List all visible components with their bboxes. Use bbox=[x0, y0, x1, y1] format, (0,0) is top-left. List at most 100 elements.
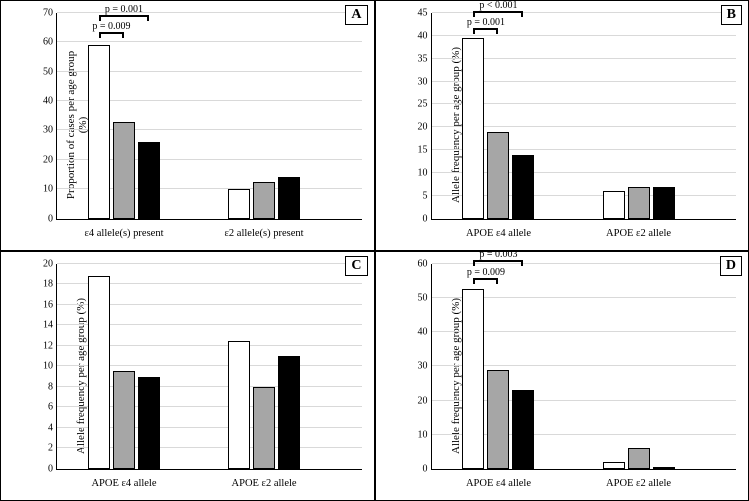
bar bbox=[88, 276, 110, 469]
bar bbox=[228, 189, 250, 218]
bar bbox=[253, 182, 275, 219]
bar bbox=[462, 289, 484, 469]
y-tick-label: 25 bbox=[404, 99, 428, 110]
y-tick-label: 20 bbox=[29, 154, 53, 165]
panel-c: CAllele frequency per age group (%)02468… bbox=[0, 251, 375, 501]
y-tick-label: 10 bbox=[404, 167, 428, 178]
y-tick-label: 20 bbox=[29, 258, 53, 269]
y-tick-label: 40 bbox=[404, 327, 428, 338]
y-tick-label: 60 bbox=[404, 258, 428, 269]
y-tick-label: 0 bbox=[404, 213, 428, 224]
significance-bracket bbox=[473, 260, 523, 266]
significance-label: p = 0.003 bbox=[479, 249, 517, 260]
bar-group bbox=[462, 264, 534, 470]
bar bbox=[462, 38, 484, 218]
significance-bracket bbox=[473, 11, 523, 17]
y-tick-label: 50 bbox=[404, 292, 428, 303]
panel-b: BAllele frequency per age group (%)05101… bbox=[375, 0, 749, 251]
plot-area: 0102030405060APOE ε4 alleleAPOE ε2 allel… bbox=[431, 264, 737, 471]
panel-label: C bbox=[345, 256, 367, 276]
plot-inner: 051015202530354045APOE ε4 alleleAPOE ε2 … bbox=[431, 13, 737, 220]
x-category-label: ε4 allele(s) present bbox=[84, 228, 163, 239]
bar bbox=[512, 155, 534, 219]
y-tick-label: 14 bbox=[29, 320, 53, 331]
x-category-label: APOE ε2 allele bbox=[606, 228, 671, 239]
bar bbox=[278, 177, 300, 218]
significance-label: p < 0.001 bbox=[479, 0, 517, 11]
y-tick-label: 18 bbox=[29, 279, 53, 290]
bar-group bbox=[88, 13, 160, 219]
significance-bracket bbox=[473, 28, 498, 34]
y-tick-label: 30 bbox=[404, 361, 428, 372]
y-tick-label: 20 bbox=[404, 395, 428, 406]
plot-area: 02468101214161820APOE ε4 alleleAPOE ε2 a… bbox=[56, 264, 362, 471]
plot-area: 051015202530354045APOE ε4 alleleAPOE ε2 … bbox=[431, 13, 737, 220]
bar-group bbox=[462, 13, 534, 219]
bar-group bbox=[88, 264, 160, 470]
panel-label: A bbox=[345, 5, 367, 25]
y-tick-label: 15 bbox=[404, 145, 428, 156]
x-category-label: APOE ε4 allele bbox=[91, 478, 156, 489]
plot-area: 010203040506070ε4 allele(s) presentε2 al… bbox=[56, 13, 362, 220]
y-tick-label: 10 bbox=[29, 184, 53, 195]
significance-label: p = 0.001 bbox=[467, 17, 505, 28]
y-tick-label: 30 bbox=[404, 76, 428, 87]
panel-a: AProportion of cases per age group (%)01… bbox=[0, 0, 375, 251]
y-tick-label: 0 bbox=[29, 464, 53, 475]
x-category-label: APOE ε2 allele bbox=[232, 478, 297, 489]
panel-d: DAllele frequency per age group (%)01020… bbox=[375, 251, 749, 501]
bar bbox=[628, 448, 650, 469]
significance-bracket bbox=[99, 15, 149, 21]
y-tick-label: 0 bbox=[404, 464, 428, 475]
figure-grid: AProportion of cases per age group (%)01… bbox=[0, 0, 749, 501]
x-category-label: ε2 allele(s) present bbox=[225, 228, 304, 239]
y-tick-label: 16 bbox=[29, 299, 53, 310]
y-tick-label: 60 bbox=[29, 37, 53, 48]
bar bbox=[487, 132, 509, 219]
panel-label: B bbox=[721, 5, 742, 25]
y-tick-label: 5 bbox=[404, 190, 428, 201]
y-tick-label: 12 bbox=[29, 340, 53, 351]
bar bbox=[138, 142, 160, 218]
bar-group bbox=[228, 264, 300, 470]
bar bbox=[113, 122, 135, 219]
x-category-label: APOE ε4 allele bbox=[466, 478, 531, 489]
bar-group bbox=[603, 264, 675, 470]
bar bbox=[88, 45, 110, 218]
y-tick-label: 8 bbox=[29, 381, 53, 392]
y-tick-label: 30 bbox=[29, 125, 53, 136]
bar bbox=[628, 187, 650, 219]
bar bbox=[228, 341, 250, 469]
y-tick-label: 10 bbox=[29, 361, 53, 372]
y-tick-label: 40 bbox=[404, 30, 428, 41]
bar-group bbox=[228, 13, 300, 219]
y-tick-label: 10 bbox=[404, 429, 428, 440]
plot-inner: 02468101214161820APOE ε4 alleleAPOE ε2 a… bbox=[56, 264, 362, 471]
plot-inner: 0102030405060APOE ε4 alleleAPOE ε2 allel… bbox=[431, 264, 737, 471]
significance-label: p = 0.009 bbox=[92, 21, 130, 32]
y-tick-label: 2 bbox=[29, 443, 53, 454]
x-category-label: APOE ε2 allele bbox=[606, 478, 671, 489]
y-tick-label: 50 bbox=[29, 66, 53, 77]
panel-label: D bbox=[720, 256, 742, 276]
bar bbox=[653, 187, 675, 219]
significance-label: p = 0.001 bbox=[105, 4, 143, 15]
y-tick-label: 35 bbox=[404, 53, 428, 64]
y-tick-label: 20 bbox=[404, 122, 428, 133]
y-tick-label: 40 bbox=[29, 96, 53, 107]
y-tick-label: 4 bbox=[29, 422, 53, 433]
bar bbox=[603, 191, 625, 218]
bar bbox=[603, 462, 625, 469]
bar-group bbox=[603, 13, 675, 219]
bar bbox=[653, 467, 675, 469]
significance-label: p = 0.009 bbox=[467, 267, 505, 278]
y-tick-label: 0 bbox=[29, 213, 53, 224]
plot-inner: 010203040506070ε4 allele(s) presentε2 al… bbox=[56, 13, 362, 220]
significance-bracket bbox=[473, 278, 498, 284]
y-tick-label: 70 bbox=[29, 8, 53, 19]
bar bbox=[138, 377, 160, 469]
bar bbox=[278, 356, 300, 469]
x-category-label: APOE ε4 allele bbox=[466, 228, 531, 239]
bar bbox=[113, 371, 135, 469]
bar bbox=[512, 390, 534, 469]
